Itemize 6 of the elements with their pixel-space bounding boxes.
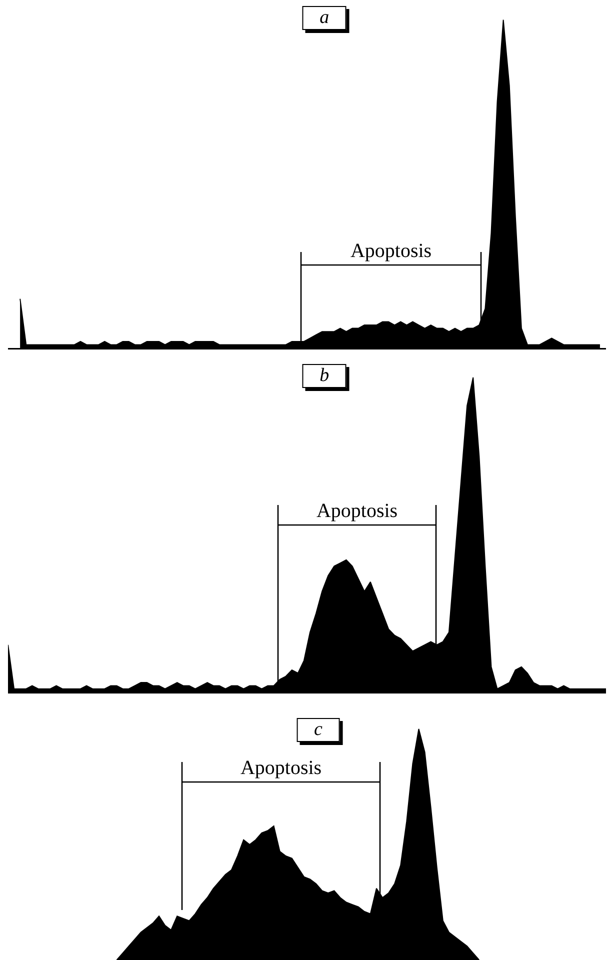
chart-title: b [302, 364, 346, 388]
annotation: Apoptosis [240, 757, 322, 779]
annotation: Apoptosis [350, 240, 432, 262]
chart-title: a [302, 6, 346, 30]
chart-title: c [297, 718, 340, 742]
annotation: Apoptosis [316, 500, 398, 522]
